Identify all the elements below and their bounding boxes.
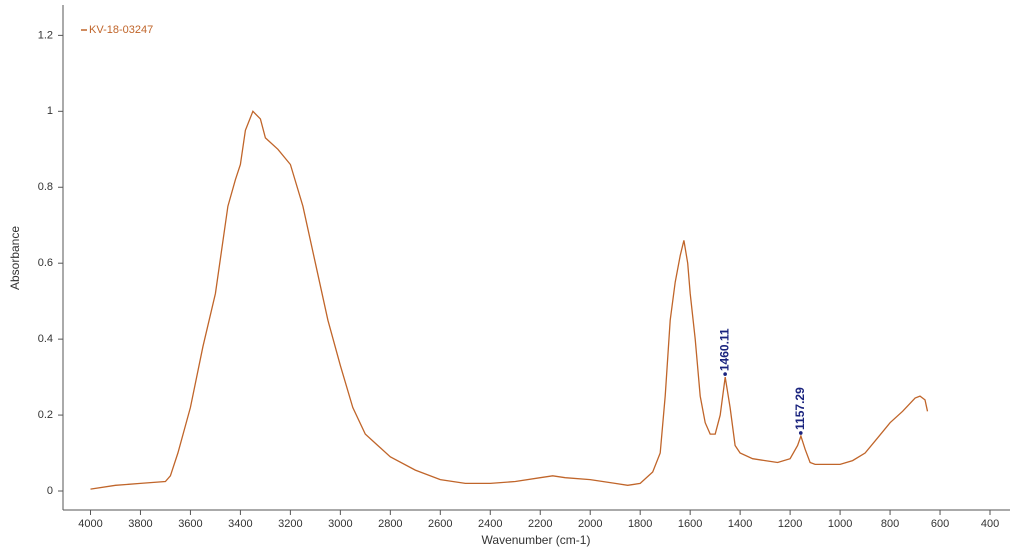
x-axis-title: Wavenumber (cm-1): [482, 533, 591, 547]
x-tick-label: 1800: [628, 518, 652, 530]
y-tick-label: 0.8: [38, 181, 53, 193]
x-tick-label: 600: [931, 518, 949, 530]
y-axis-title: Absorbance: [8, 226, 22, 290]
x-tick-label: 2800: [378, 518, 402, 530]
spectrum-line: [90, 110, 929, 490]
peak-marker: [723, 372, 727, 376]
peak-label: 1157.29: [793, 387, 807, 430]
x-tick-label: 3800: [128, 518, 152, 530]
y-tick-label: 0.2: [38, 409, 53, 421]
x-tick-label: 1000: [828, 518, 852, 530]
y-tick-label: 0.6: [38, 257, 53, 269]
x-tick-label: 2000: [578, 518, 602, 530]
x-tick-label: 3400: [228, 518, 252, 530]
peak-marker: [798, 431, 803, 435]
x-tick-label: 3600: [178, 518, 202, 530]
x-tick-label: 400: [981, 518, 999, 530]
x-tick-label: 1200: [778, 518, 802, 530]
x-tick-label: 2200: [528, 518, 552, 530]
y-tick-label: 1.2: [38, 29, 53, 41]
x-tick-label: 4000: [78, 518, 102, 530]
peak-label: 1460.11: [717, 328, 731, 371]
x-tick-label: 1400: [728, 518, 752, 530]
y-tick-label: 0.4: [38, 333, 53, 345]
x-tick-label: 1600: [678, 518, 702, 530]
x-tick-label: 2400: [478, 518, 502, 530]
x-tick-label: 800: [881, 518, 899, 530]
x-tick-label: 3200: [278, 518, 302, 530]
x-tick-label: 3000: [328, 518, 352, 530]
x-tick-label: 2600: [428, 518, 452, 530]
y-tick-label: 1: [47, 105, 53, 117]
legend-label: KV-18-03247: [89, 24, 153, 36]
y-tick-label: 0: [47, 485, 53, 497]
